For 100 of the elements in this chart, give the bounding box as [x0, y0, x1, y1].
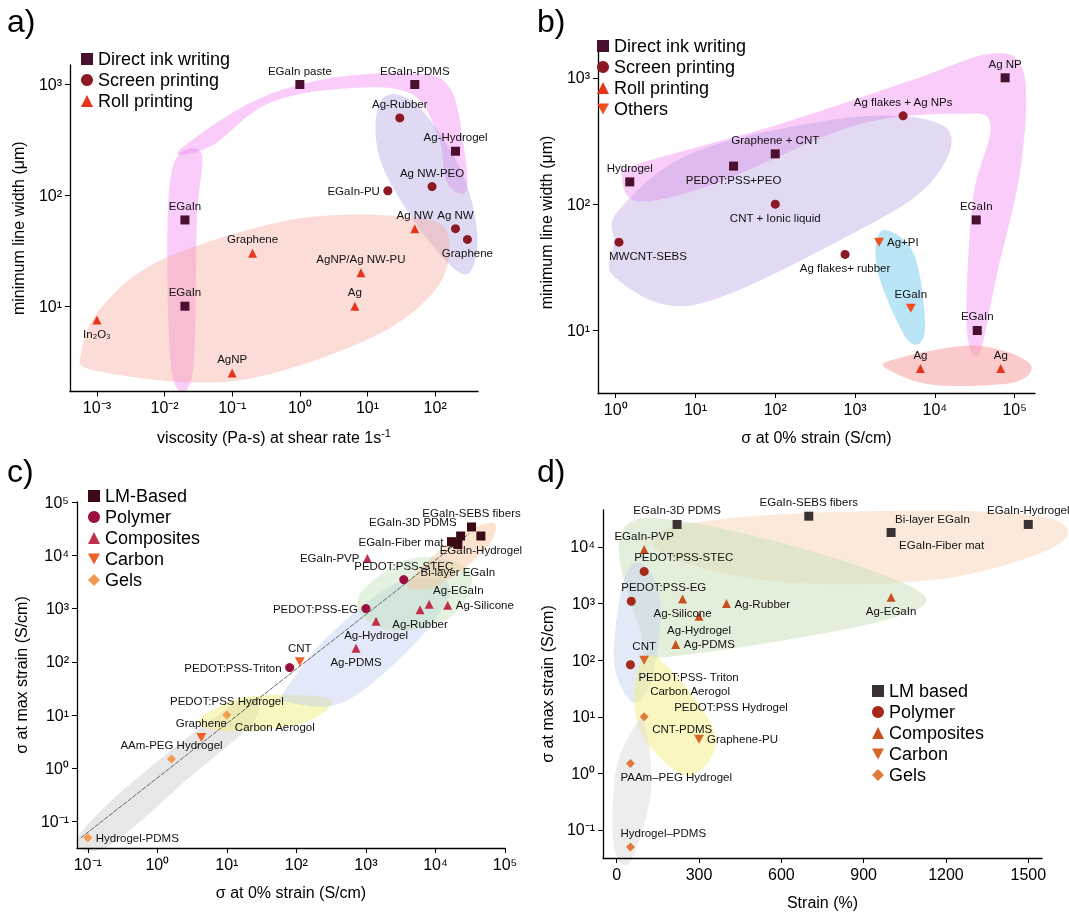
point: [678, 594, 688, 604]
annotation: Ag: [993, 348, 1008, 361]
chart-title: c): [7, 453, 34, 489]
y-tick-label: 10¹: [45, 706, 69, 724]
annotation: Carbon Aerogol: [650, 684, 731, 697]
annotation: CNT-PDMS: [652, 722, 713, 735]
y-tick-label: 10³: [38, 76, 63, 94]
x-tick-label: 600: [767, 865, 795, 883]
annotation: Carbon Aerogol: [234, 721, 315, 734]
annotation: Ag-PDMS: [330, 656, 382, 669]
annotation: EGaIn: [960, 310, 994, 323]
annotation: Ag NP: [988, 57, 1023, 70]
legend-label: Polymer: [889, 702, 956, 722]
x-tick-label: 10²: [284, 855, 309, 873]
legend-label: LM-Based: [105, 486, 188, 506]
annotation: Ag-PDMS: [683, 638, 736, 651]
y-tick-label: 10⁰: [571, 764, 595, 782]
legend-label: Gels: [889, 765, 927, 785]
annotation: Graphene: [441, 247, 493, 260]
y-tick-label: 10³: [566, 69, 591, 87]
point: [721, 599, 731, 609]
annotation: PEDOT:PSS- Triton: [638, 670, 739, 683]
annotation: MWCNT-SEBS: [609, 250, 688, 263]
x-tick-label: 10⁻³: [82, 399, 112, 416]
annotation: EGaIn: [894, 288, 928, 301]
annotation: Ag-EGaIn: [433, 584, 484, 597]
annotation: EGaIn-SEBS fibers: [759, 496, 859, 509]
annotation: Hydrogel–PDMS: [620, 827, 707, 840]
y-tick-label: 10¹: [566, 321, 590, 339]
legend-label: Direct ink writing: [614, 36, 747, 56]
chart-title: b): [537, 3, 566, 39]
chart-title: d): [537, 453, 566, 489]
x-tick-label: 10¹: [215, 855, 239, 873]
annotation: AAm-PEG Hydrogel: [120, 738, 223, 751]
point: [804, 511, 814, 521]
y-tick-label: 10⁻¹: [40, 813, 69, 831]
point: [886, 592, 896, 602]
x-tick-label: 10¹: [355, 399, 380, 416]
point: [639, 566, 649, 576]
legend-label: LM based: [889, 681, 969, 701]
legend-label: Direct ink writing: [98, 49, 231, 69]
annotation: AgNP: [217, 352, 248, 365]
annotation: Graphene: [175, 717, 227, 730]
x-tick-label: 10⁵: [1002, 400, 1027, 418]
y-axis-title: σ at max strain (S/cm): [539, 605, 557, 763]
x-tick-label: 10⁴: [922, 400, 948, 418]
x-tick-label: 1500: [1010, 865, 1047, 883]
legend-label: Roll printing: [98, 91, 194, 111]
y-tick-label: 10¹: [38, 297, 62, 315]
x-axis-title: σ at 0% strain (S/cm): [215, 883, 367, 901]
point: [671, 639, 681, 649]
annotation: EGaIn paste: [267, 64, 332, 77]
annotation: CNT + Ionic liquid: [729, 212, 821, 225]
x-tick-label: 10⁰: [287, 399, 312, 416]
x-tick-label: 10⁻¹: [218, 399, 247, 416]
legend-label: Screen printing: [98, 70, 220, 90]
annotation: Graphene-PU: [707, 733, 778, 746]
x-tick-label: 300: [685, 865, 713, 883]
x-axis-title: Strain (%): [786, 893, 859, 911]
point: [639, 712, 649, 722]
annotation: Ag: [913, 348, 928, 361]
x-tick-label: 10¹: [683, 400, 708, 418]
annotation: EGaIn-Fiber mat: [899, 538, 985, 551]
legend-label: Screen printing: [614, 57, 736, 77]
annotation: Ag-Hydrogel: [667, 624, 731, 637]
point: [1023, 519, 1033, 529]
y-tick-label: 10⁰: [45, 759, 69, 777]
annotation: In₂O₃: [83, 328, 112, 341]
annotation: EGaIn-PU: [327, 184, 380, 197]
legend-label: Polymer: [105, 507, 172, 527]
annotation: Hydrogel-PDMS: [95, 831, 180, 844]
annotation: PEDOT:PSS-Triton: [184, 661, 282, 674]
x-tick-label: 10²: [423, 399, 448, 416]
y-tick-label: 10²: [566, 195, 591, 213]
x-tick-label: 10³: [354, 855, 379, 873]
x-tick-label: 10³: [843, 400, 868, 418]
y-tick-label: 10²: [571, 651, 596, 669]
annotation: EGaIn: [168, 286, 202, 299]
annotation: Bi-layer EGaIn: [895, 512, 970, 525]
point: [626, 596, 636, 606]
y-tick-label: 10³: [45, 600, 70, 618]
point: [625, 660, 635, 670]
annotation: Ag-Silicone: [455, 599, 514, 612]
annotation: Ag NW: [437, 208, 474, 221]
annotation: PEDOT:PSS-STEC: [634, 551, 734, 564]
y-tick-label: 10²: [45, 653, 70, 671]
annotation: Ag-Silicone: [653, 607, 712, 620]
annotation: Ag NW-PEO: [399, 166, 465, 179]
y-tick-label: 10⁴: [570, 538, 596, 556]
x-tick-label: 1200: [928, 865, 964, 883]
annotation: EGaIn-3D PDMS: [633, 504, 722, 517]
annotation: Graphene: [227, 233, 279, 246]
annotation: Hydrogel: [606, 161, 653, 174]
annotation: PAAm–PEG Hydrogel: [620, 771, 733, 784]
annotation: PEDOT:PSS Hydrogel: [169, 695, 284, 708]
x-tick-label: 10²: [763, 400, 788, 418]
x-tick-label: 10⁴: [423, 855, 448, 873]
y-tick-label: 10¹: [571, 708, 595, 726]
legend-label: Gels: [105, 570, 143, 590]
point: [625, 758, 635, 768]
